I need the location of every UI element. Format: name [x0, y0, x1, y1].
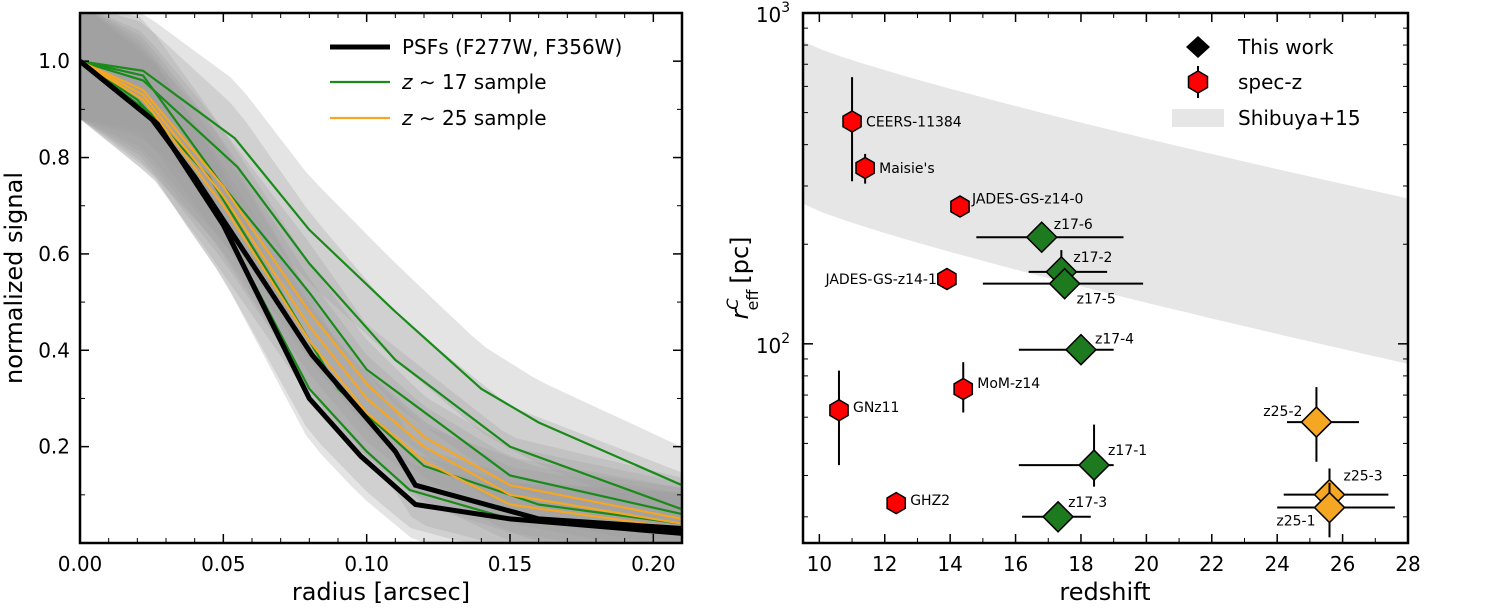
left-x-axis-label: radius [arcsec]	[292, 578, 470, 606]
spec-z-label: JADES-GS-z14-0	[971, 192, 1083, 208]
x-tick-label: 20	[1134, 552, 1159, 576]
y-tick-label: 0.2	[38, 435, 70, 459]
right-legend: This work spec-z Shibuya+15	[1165, 20, 1400, 140]
x-tick-label: 0.00	[58, 552, 103, 576]
this-work-label: z17-1	[1108, 443, 1147, 459]
spec-z-marker	[856, 158, 874, 179]
spec-z-label: JADES-GS-z14-1	[824, 272, 936, 288]
shibuya-band-area	[803, 42, 1408, 364]
spec-z-point: GHZ2	[887, 493, 950, 514]
left-legend: PSFs (F277W, F356W) z ∼ 17 sample z ∼ 25…	[330, 35, 622, 130]
this-work-marker	[1066, 335, 1096, 365]
this-work-label: z25-1	[1276, 514, 1315, 530]
this-work-label: z17-5	[1077, 292, 1116, 308]
spec-z-marker	[887, 493, 905, 514]
spec-z-label: Maisie's	[879, 161, 935, 177]
right-y-axis-label: rCeff[pc]	[723, 236, 762, 319]
figure: 0.00 0.05 0.10 0.15 0.20 0.2 0.4 0.6 0.8 1.0 radi…	[0, 0, 1487, 609]
spec-z-label: MoM-z14	[977, 376, 1040, 392]
x-tick-label: 28	[1395, 552, 1420, 576]
legend-spec-z-label: spec-z	[1238, 70, 1302, 94]
left-y-axis-label: normalized signal	[0, 172, 28, 384]
y-tick-label: 102	[756, 331, 790, 358]
this-work-point: z17-4	[1019, 332, 1134, 365]
x-tick-label: 10	[807, 552, 832, 576]
spec-z-marker	[843, 111, 861, 132]
spec-z-marker	[951, 196, 969, 217]
this-work-point: z17-3	[1022, 495, 1107, 532]
legend-spec-z-marker	[1189, 66, 1208, 98]
x-tick-label: 0.10	[344, 552, 389, 576]
right-panel: CEERS-11384 Maisie's JADES-GS-z14-0 JADES-G…	[723, 0, 1421, 606]
y-tick-label: 0.8	[38, 146, 70, 170]
y-tick-label: 0.4	[38, 338, 70, 362]
spec-z-marker	[954, 379, 972, 400]
x-tick-label: 0.20	[631, 552, 676, 576]
y-tick-label: 103	[756, 0, 790, 27]
legend-this-work-label: This work	[1237, 35, 1334, 59]
legend-z17-label: z ∼ 17 sample	[401, 70, 547, 94]
this-work-point: z17-1	[1019, 425, 1147, 487]
legend-shibuya-label: Shibuya+15	[1238, 106, 1361, 130]
svg-text:rCeff[pc]: rCeff[pc]	[723, 236, 762, 319]
this-work-point: z25-2	[1263, 387, 1359, 462]
spec-z-label: GHZ2	[910, 493, 950, 509]
this-work-label: z17-2	[1073, 250, 1112, 266]
legend-shibuya-swatch	[1172, 109, 1224, 127]
left-uncertainty-bands	[80, 3, 682, 543]
legend-psf-label: PSFs (F277W, F356W)	[402, 35, 622, 59]
this-work-label: z17-6	[1054, 217, 1093, 233]
x-tick-label: 24	[1264, 552, 1289, 576]
x-tick-label: 0.05	[201, 552, 246, 576]
spec-z-marker	[830, 400, 848, 421]
this-work-marker	[1079, 450, 1109, 480]
spec-z-label: GNz11	[853, 400, 899, 416]
this-work-label: z25-2	[1263, 404, 1302, 420]
this-work-label: z17-3	[1068, 495, 1107, 511]
this-work-label: z17-4	[1095, 332, 1134, 348]
left-panel: 0.00 0.05 0.10 0.15 0.20 0.2 0.4 0.6 0.8 1.0 radi…	[0, 3, 682, 606]
spec-z-point: JADES-GS-z14-1	[824, 269, 956, 290]
spec-z-label: CEERS-11384	[866, 114, 962, 130]
x-tick-label: 18	[1068, 552, 1093, 576]
right-x-axis-label: redshift	[1059, 578, 1150, 606]
y-tick-label: 0.6	[38, 242, 70, 266]
x-tick-label: 0.15	[488, 552, 533, 576]
this-work-label: z25-3	[1344, 469, 1383, 485]
this-work-marker	[1301, 407, 1331, 437]
x-tick-label: 22	[1199, 552, 1224, 576]
spec-z-marker	[938, 269, 956, 290]
legend-this-work-marker	[1186, 36, 1210, 58]
spec-z-point: GNz11	[830, 371, 900, 465]
x-tick-label: 14	[937, 552, 962, 576]
legend-z25-label: z ∼ 25 sample	[401, 106, 547, 130]
x-tick-label: 26	[1330, 552, 1355, 576]
x-tick-label: 16	[1003, 552, 1028, 576]
y-tick-label: 1.0	[38, 49, 70, 73]
spec-z-point: MoM-z14	[954, 362, 1040, 412]
shibuya-band	[803, 42, 1408, 364]
x-tick-label: 12	[872, 552, 897, 576]
